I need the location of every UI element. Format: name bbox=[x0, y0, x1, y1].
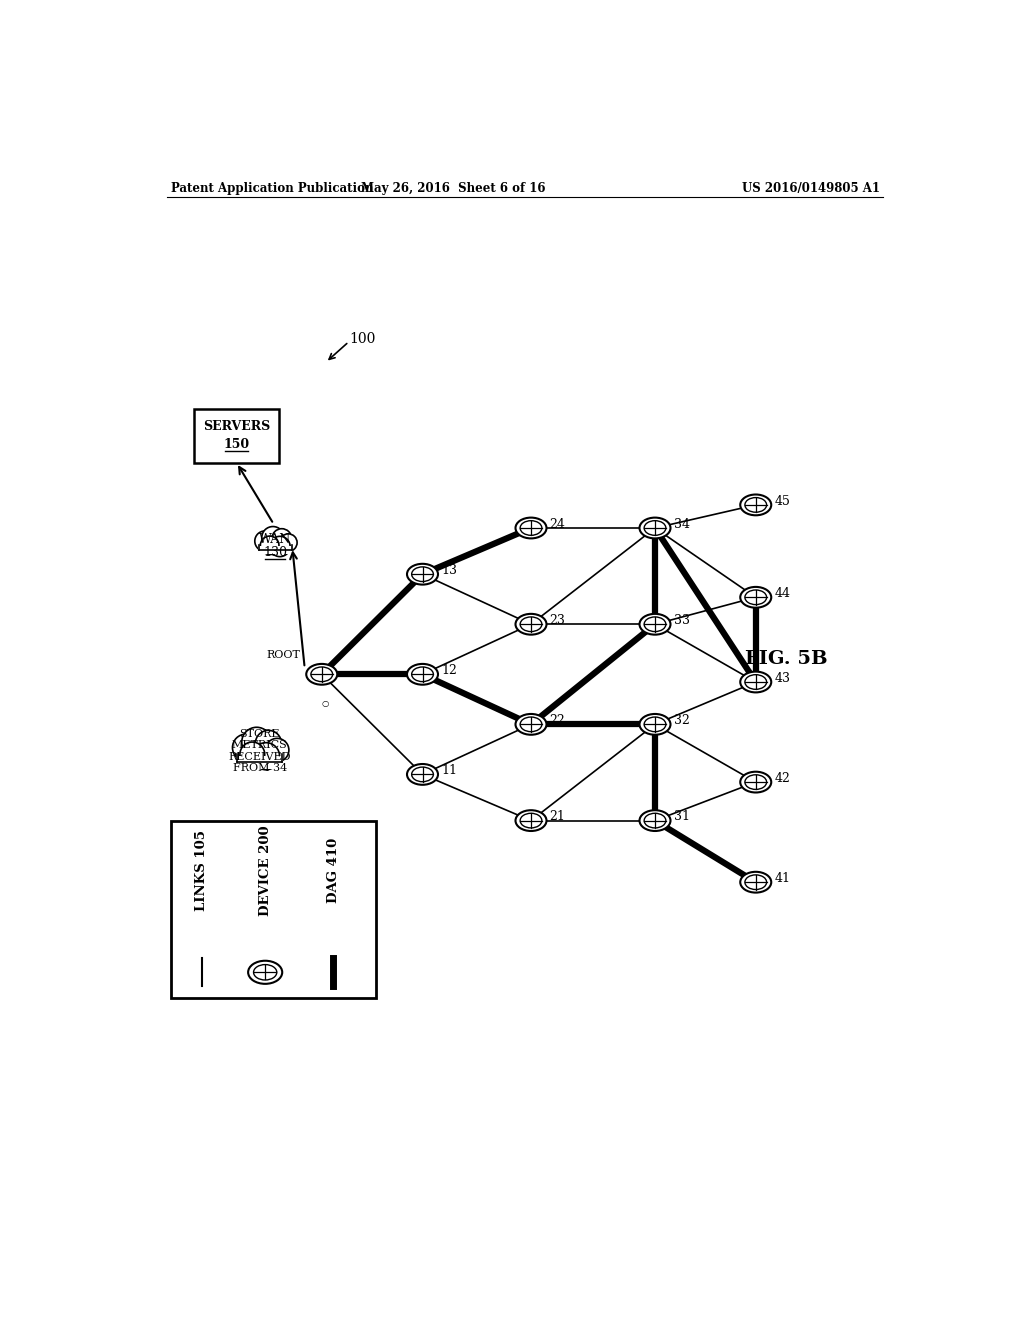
Text: 100: 100 bbox=[349, 333, 375, 346]
Circle shape bbox=[240, 742, 265, 767]
Text: 42: 42 bbox=[774, 772, 791, 785]
Ellipse shape bbox=[407, 764, 438, 785]
Circle shape bbox=[280, 533, 297, 552]
Ellipse shape bbox=[515, 714, 547, 735]
Ellipse shape bbox=[644, 616, 666, 631]
Ellipse shape bbox=[740, 495, 771, 515]
Ellipse shape bbox=[640, 614, 671, 635]
Ellipse shape bbox=[520, 616, 542, 631]
Text: May 26, 2016  Sheet 6 of 16: May 26, 2016 Sheet 6 of 16 bbox=[361, 182, 546, 194]
FancyBboxPatch shape bbox=[194, 409, 280, 462]
Ellipse shape bbox=[744, 675, 767, 689]
Text: DEVICE 200: DEVICE 200 bbox=[259, 825, 271, 916]
Circle shape bbox=[260, 536, 279, 554]
Circle shape bbox=[269, 536, 290, 557]
Ellipse shape bbox=[515, 614, 547, 635]
Text: DAG 410: DAG 410 bbox=[327, 838, 340, 903]
Text: Patent Application Publication: Patent Application Publication bbox=[171, 182, 373, 194]
Ellipse shape bbox=[744, 590, 767, 605]
Text: FROM 34: FROM 34 bbox=[232, 763, 287, 774]
Circle shape bbox=[265, 738, 289, 762]
Ellipse shape bbox=[744, 775, 767, 789]
Ellipse shape bbox=[644, 520, 666, 536]
Text: 34: 34 bbox=[674, 517, 689, 531]
FancyBboxPatch shape bbox=[171, 821, 376, 998]
Circle shape bbox=[262, 527, 284, 549]
FancyBboxPatch shape bbox=[237, 756, 284, 768]
Text: FIG. 5B: FIG. 5B bbox=[745, 649, 828, 668]
Circle shape bbox=[255, 531, 275, 552]
Text: 22: 22 bbox=[550, 714, 565, 727]
Ellipse shape bbox=[640, 810, 671, 832]
Ellipse shape bbox=[520, 813, 542, 828]
Circle shape bbox=[252, 743, 280, 770]
Text: 43: 43 bbox=[774, 672, 791, 685]
Ellipse shape bbox=[254, 965, 276, 979]
Ellipse shape bbox=[515, 517, 547, 539]
Text: 45: 45 bbox=[774, 495, 791, 508]
Ellipse shape bbox=[740, 587, 771, 607]
Ellipse shape bbox=[520, 520, 542, 536]
Text: 31: 31 bbox=[674, 810, 689, 824]
Ellipse shape bbox=[644, 717, 666, 731]
Text: ROOT: ROOT bbox=[266, 651, 300, 660]
Text: 32: 32 bbox=[674, 714, 689, 727]
Text: 11: 11 bbox=[441, 764, 457, 777]
Text: 13: 13 bbox=[441, 564, 457, 577]
Text: SERVERS: SERVERS bbox=[203, 420, 270, 433]
Ellipse shape bbox=[744, 875, 767, 890]
Text: METRICS: METRICS bbox=[231, 741, 288, 750]
Text: 41: 41 bbox=[774, 871, 791, 884]
FancyBboxPatch shape bbox=[258, 546, 293, 554]
Ellipse shape bbox=[740, 772, 771, 792]
Ellipse shape bbox=[740, 871, 771, 892]
FancyBboxPatch shape bbox=[258, 541, 293, 553]
Text: 33: 33 bbox=[674, 614, 689, 627]
Text: 12: 12 bbox=[441, 664, 457, 677]
Ellipse shape bbox=[740, 672, 771, 693]
FancyBboxPatch shape bbox=[237, 748, 284, 767]
Ellipse shape bbox=[306, 664, 337, 685]
Circle shape bbox=[242, 727, 271, 756]
Text: 24: 24 bbox=[550, 517, 565, 531]
Circle shape bbox=[272, 529, 292, 548]
Circle shape bbox=[255, 730, 282, 756]
Ellipse shape bbox=[412, 767, 433, 781]
Ellipse shape bbox=[407, 664, 438, 685]
Text: 21: 21 bbox=[550, 810, 565, 824]
Ellipse shape bbox=[744, 498, 767, 512]
Text: 130: 130 bbox=[263, 546, 288, 560]
Text: 150: 150 bbox=[223, 438, 250, 451]
Ellipse shape bbox=[515, 810, 547, 832]
Ellipse shape bbox=[248, 961, 283, 983]
Ellipse shape bbox=[412, 667, 433, 681]
Text: 23: 23 bbox=[550, 614, 565, 627]
Ellipse shape bbox=[644, 813, 666, 828]
Text: ○: ○ bbox=[322, 700, 330, 708]
Text: WAN: WAN bbox=[259, 533, 292, 546]
Text: STORE: STORE bbox=[240, 730, 280, 739]
Ellipse shape bbox=[640, 714, 671, 735]
Text: LINKS 105: LINKS 105 bbox=[196, 830, 208, 911]
Ellipse shape bbox=[640, 517, 671, 539]
Text: 44: 44 bbox=[774, 587, 791, 601]
Text: RECEIVED: RECEIVED bbox=[228, 751, 291, 762]
Ellipse shape bbox=[407, 564, 438, 585]
Ellipse shape bbox=[412, 566, 433, 582]
Ellipse shape bbox=[520, 717, 542, 731]
Ellipse shape bbox=[311, 667, 333, 681]
Text: US 2016/0149805 A1: US 2016/0149805 A1 bbox=[741, 182, 880, 194]
Circle shape bbox=[232, 734, 260, 762]
